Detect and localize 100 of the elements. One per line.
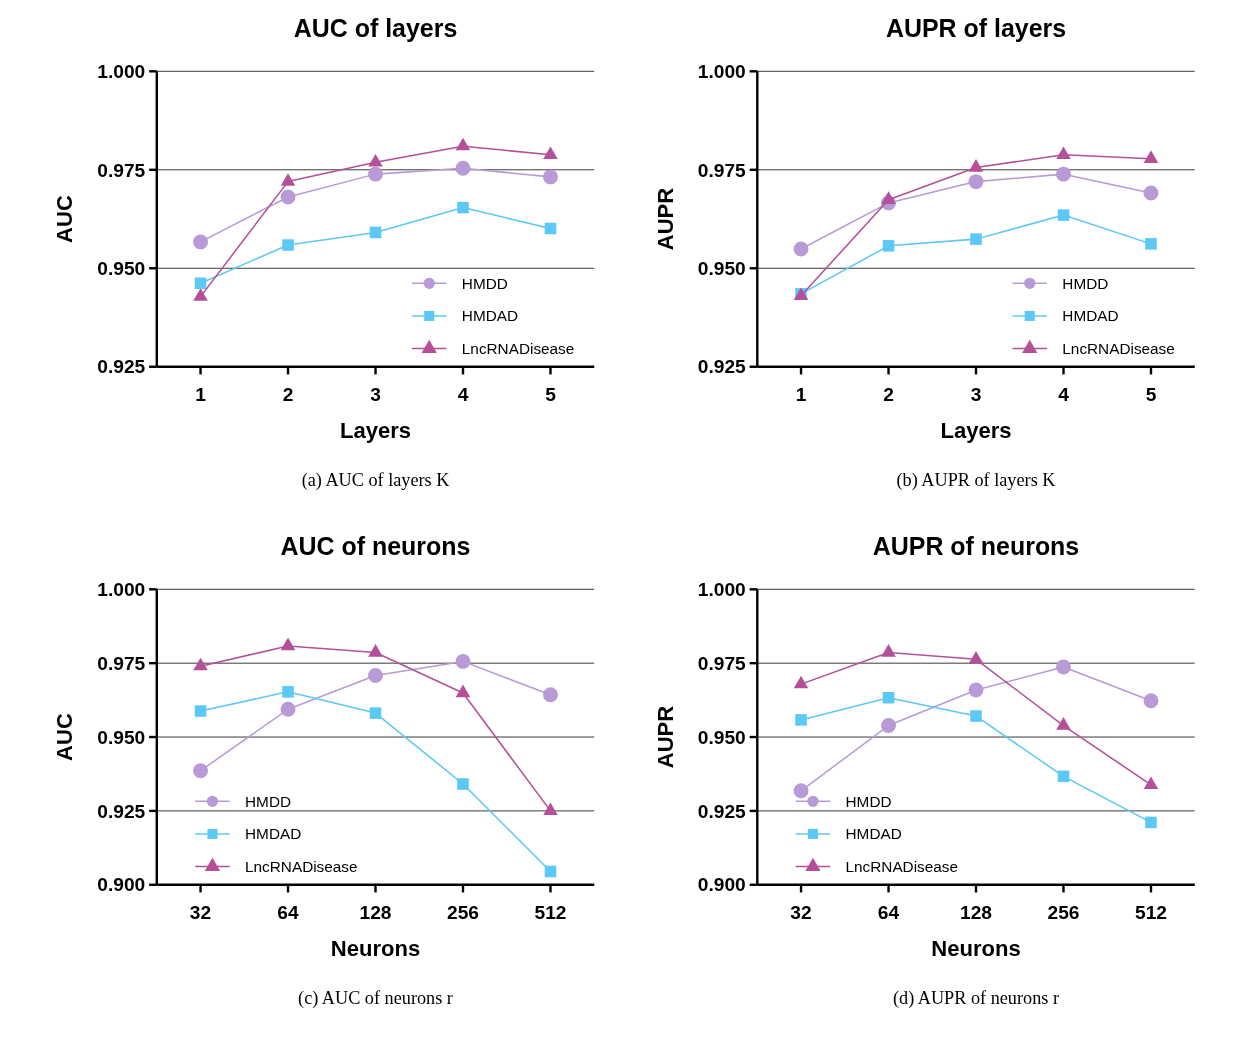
x-axis-title: Neurons: [931, 935, 1021, 961]
x-tick-label: 256: [1047, 902, 1080, 924]
point: [368, 153, 383, 167]
x-tick-label: 128: [960, 902, 993, 924]
legend-label: HMDD: [461, 274, 508, 292]
point: [193, 763, 208, 779]
legend-label: HMDD: [1062, 274, 1109, 292]
y-tick-label: 1.000: [697, 61, 746, 83]
point: [543, 802, 558, 816]
x-tick-label: 1: [795, 384, 807, 406]
point: [793, 675, 809, 689]
y-tick-label: 0.950: [97, 257, 146, 279]
point: [280, 637, 296, 651]
point: [282, 239, 294, 251]
point: [1145, 816, 1157, 829]
point: [368, 166, 383, 182]
text: (d) AUPR of neurons r: [893, 987, 1059, 1009]
x-tick-label: 5: [1145, 384, 1157, 406]
point: [1056, 146, 1071, 160]
point: [968, 682, 984, 698]
point: [455, 137, 471, 151]
x-tick-label: 5: [545, 384, 557, 406]
point: [457, 201, 469, 214]
point: [368, 644, 383, 657]
point: [280, 189, 296, 205]
y-tick-label: 0.900: [97, 874, 146, 896]
point: [882, 240, 895, 252]
point: [543, 146, 558, 160]
y-tick-label: 0.975: [97, 159, 146, 181]
x-tick-label: 64: [277, 902, 300, 924]
x-tick-label: 128: [359, 902, 392, 924]
point: [968, 174, 984, 190]
point: [194, 705, 207, 717]
point: [544, 865, 557, 878]
point: [970, 233, 982, 245]
x-tick-label: 2: [282, 384, 294, 406]
legend-label: HMDAD: [245, 825, 302, 843]
legend-label: HMDAD: [845, 825, 902, 843]
point: [793, 241, 809, 257]
legend-label: LncRNADisease: [245, 857, 358, 875]
point: [455, 684, 471, 698]
x-axis-title: Layers: [339, 417, 412, 443]
chart-title: AUPR of neurons: [872, 531, 1080, 560]
y-axis-title: AUC: [52, 195, 78, 243]
legend-label: HMDD: [245, 792, 292, 810]
point: [280, 701, 296, 717]
point: [457, 778, 469, 790]
chart-title: AUC of neurons: [280, 531, 471, 560]
y-tick-label: 0.925: [97, 356, 146, 378]
point: [881, 191, 896, 204]
point: [193, 234, 208, 250]
point: [1145, 238, 1157, 250]
x-tick-label: 64: [877, 902, 900, 924]
y-axis-title: AUC: [52, 713, 78, 761]
chart-title: AUC of layers: [293, 13, 458, 42]
y-tick-label: 0.950: [97, 726, 146, 748]
point: [1143, 150, 1159, 163]
y-tick-label: 0.975: [697, 159, 747, 181]
text: (b) AUPR of layers K: [896, 469, 1056, 491]
x-tick-label: 512: [534, 902, 567, 924]
point: [1056, 659, 1071, 675]
point: [1143, 185, 1159, 201]
x-tick-label: 1: [195, 384, 207, 406]
text: (a) AUC of layers K: [301, 469, 450, 491]
y-tick-label: 0.950: [697, 726, 746, 748]
y-tick-label: 0.925: [97, 800, 146, 822]
point: [194, 277, 207, 290]
point: [193, 657, 208, 671]
legend-label: HMDAD: [461, 307, 519, 325]
y-axis-title: AUPR: [652, 705, 678, 769]
x-tick-label: 4: [457, 384, 469, 406]
legend-label: LncRNADisease: [461, 339, 575, 357]
x-tick-label: 4: [1058, 384, 1070, 406]
point: [1057, 209, 1070, 221]
y-tick-label: 0.925: [697, 356, 747, 378]
point: [369, 226, 382, 239]
y-tick-label: 1.000: [97, 61, 146, 83]
y-tick-label: 0.950: [697, 257, 746, 279]
y-tick-label: 0.975: [697, 652, 747, 674]
y-tick-label: 1.000: [697, 579, 746, 601]
y-tick-label: 0.900: [697, 874, 746, 896]
x-axis-title: Neurons: [330, 935, 421, 961]
point: [1143, 776, 1159, 790]
point: [280, 173, 296, 186]
point: [795, 714, 807, 726]
legend-label: LncRNADisease: [1062, 339, 1175, 357]
point: [970, 710, 982, 722]
x-axis-title: Layers: [940, 417, 1012, 443]
text: (c) AUC of neurons r: [298, 987, 453, 1009]
point: [882, 691, 895, 704]
legend-label: HMDAD: [1062, 307, 1119, 325]
y-tick-label: 1.000: [97, 579, 146, 601]
point: [881, 718, 896, 733]
point: [282, 686, 294, 698]
point: [543, 169, 558, 185]
point: [1056, 717, 1071, 730]
x-tick-label: 512: [1134, 902, 1167, 924]
point: [793, 783, 809, 799]
x-tick-label: 2: [883, 384, 894, 406]
point: [1056, 166, 1071, 182]
